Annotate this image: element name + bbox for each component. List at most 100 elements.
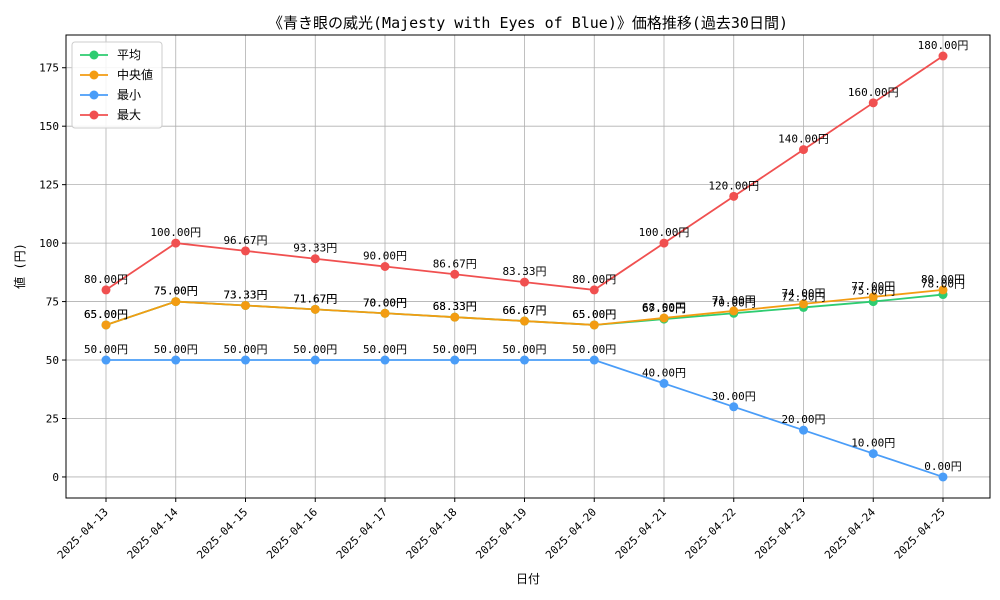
- data-point: [380, 262, 390, 271]
- data-label: 93.33円: [293, 242, 337, 255]
- y-tick-label: 0: [52, 471, 59, 484]
- data-label: 73.33円: [223, 288, 267, 301]
- data-point: [729, 306, 739, 316]
- data-point: [380, 355, 390, 365]
- legend-box: [71, 41, 163, 129]
- data-label: 50.00円: [572, 343, 616, 356]
- data-label: 80.00円: [84, 273, 128, 286]
- data-label: 70.00円: [363, 296, 407, 309]
- x-tick-label: 2025-04-15: [194, 506, 250, 562]
- data-label: 140.00円: [778, 133, 829, 146]
- data-point: [868, 449, 878, 459]
- legend-label: 平均: [117, 48, 141, 62]
- data-label: 66.67円: [502, 304, 546, 317]
- legend-swatch-marker: [89, 50, 99, 60]
- x-axis-label: 日付: [516, 572, 540, 586]
- data-label: 74.00円: [781, 287, 825, 300]
- x-tick-label: 2025-04-14: [125, 505, 181, 561]
- data-label: 86.67円: [433, 257, 477, 270]
- legend-label: 最大: [117, 108, 141, 122]
- data-label: 50.00円: [363, 343, 407, 356]
- data-point: [101, 320, 111, 330]
- data-point: [171, 355, 181, 365]
- data-point: [450, 312, 460, 322]
- data-point: [938, 472, 948, 482]
- data-label: 78.00円: [921, 278, 965, 291]
- data-label: 50.00円: [502, 343, 546, 356]
- data-point: [171, 297, 181, 307]
- data-point: [589, 285, 599, 295]
- data-point: [659, 313, 669, 323]
- x-tick-label: 2025-04-22: [683, 506, 739, 562]
- x-tick-label: 2025-04-23: [752, 506, 808, 562]
- data-label: 75.00円: [851, 285, 895, 298]
- y-tick-label: 175: [39, 62, 59, 75]
- data-point: [310, 254, 320, 264]
- data-point: [659, 238, 669, 248]
- data-label: 83.33円: [502, 265, 546, 278]
- y-tick-label: 50: [46, 354, 59, 367]
- data-label: 80.00円: [572, 273, 616, 286]
- y-tick-label: 150: [39, 120, 59, 133]
- data-point: [589, 355, 599, 365]
- data-label: 65.00円: [572, 308, 616, 321]
- data-label: 30.00円: [712, 390, 756, 403]
- data-point: [520, 355, 529, 365]
- data-label: 65.00円: [572, 308, 616, 321]
- chart-title: 《青き眼の威光(Majesty with Eyes of Blue)》価格推移(…: [268, 14, 788, 32]
- data-label: 73.33円: [223, 288, 267, 301]
- data-label: 75.00円: [154, 285, 198, 298]
- data-label: 66.67円: [502, 304, 546, 317]
- data-point: [450, 355, 460, 365]
- series-layer: [101, 51, 948, 482]
- data-label: 10.00円: [851, 437, 895, 450]
- data-label: 67.50円: [642, 302, 686, 315]
- x-tick-label: 2025-04-21: [613, 506, 669, 562]
- y-tick-label: 25: [46, 412, 59, 425]
- x-tick-label: 2025-04-19: [473, 506, 529, 562]
- data-label: 68.33円: [433, 300, 477, 313]
- data-label: 0.00円: [924, 460, 962, 473]
- data-label: 50.00円: [433, 343, 477, 356]
- data-point: [729, 191, 739, 201]
- data-point: [310, 304, 320, 314]
- data-label: 50.00円: [223, 343, 267, 356]
- legend-swatch-marker: [89, 110, 99, 120]
- data-point: [659, 378, 669, 388]
- data-point: [938, 51, 948, 61]
- data-point: [868, 98, 878, 108]
- data-point: [520, 277, 529, 287]
- data-point: [450, 269, 460, 279]
- data-label: 50.00円: [293, 343, 337, 356]
- data-point: [310, 355, 320, 365]
- x-tick-label: 2025-04-16: [264, 506, 320, 562]
- data-point: [380, 308, 390, 318]
- data-point: [799, 145, 808, 155]
- data-point: [241, 355, 250, 365]
- y-tick-label: 75: [46, 296, 59, 309]
- data-label: 71.67円: [293, 292, 337, 305]
- data-point: [241, 300, 250, 310]
- plot-frame: [65, 34, 991, 499]
- data-label: 71.00円: [712, 294, 756, 307]
- data-label: 70.00円: [363, 296, 407, 309]
- legend-label: 中央値: [117, 67, 153, 82]
- data-point: [799, 425, 808, 435]
- data-label: 100.00円: [150, 226, 201, 239]
- data-label: 80.00円: [921, 273, 965, 286]
- data-label: 90.00円: [363, 250, 407, 263]
- data-label: 71.67円: [293, 292, 337, 305]
- legend-label: 最小: [117, 88, 141, 102]
- x-tick-label: 2025-04-17: [334, 506, 390, 562]
- data-label: 20.00円: [781, 413, 825, 426]
- data-label: 65.00円: [84, 308, 128, 321]
- data-label: 50.00円: [154, 343, 198, 356]
- data-point: [799, 299, 808, 309]
- data-point: [589, 320, 599, 330]
- data-point: [868, 292, 878, 302]
- y-tick-label: 100: [39, 237, 59, 250]
- data-label: 77.00円: [851, 280, 895, 293]
- data-point: [938, 285, 948, 295]
